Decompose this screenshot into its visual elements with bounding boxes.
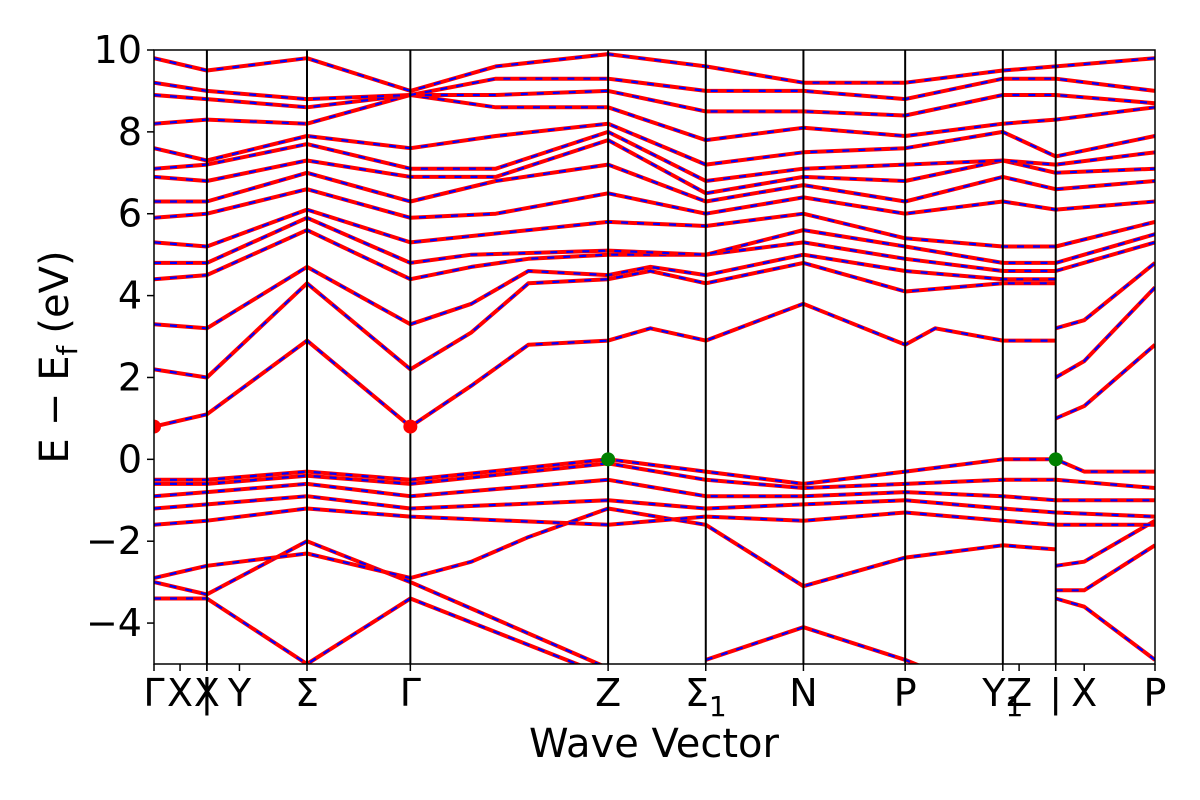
band-5-dash [1055,544,1155,592]
high-symmetry-lines [205,50,1057,664]
band-15-dash [1055,286,1155,379]
plot-frame [153,49,1156,665]
band-edge-markers [154,419,1063,467]
band-7-dash [154,507,1155,526]
band-26-dash [154,93,1155,142]
x-tick-label-10: P [894,671,917,715]
x-tick-label-8: Σ1 [685,671,727,723]
x-tick-label-5: Σ [295,671,319,715]
band-3 [705,625,921,664]
x-axis-title: Wave Vector [529,721,780,767]
y-tick-label-2: 0 [118,437,142,481]
band-2-dash [154,507,1056,588]
y-tick-label-5: 6 [118,192,142,236]
x-tick-label-13: | [1049,671,1062,716]
band-2 [154,506,1056,589]
band-3-dash [705,626,919,664]
y-tick-label-7: 10 [94,28,142,72]
band-17 [1055,261,1155,331]
band-19-dash [154,216,1155,265]
y-axis-title: E − Ef (eV) [32,250,84,463]
band-9-dash [154,478,1155,502]
band-lines [154,52,1155,664]
band-8 [154,494,1155,519]
band-23 [154,138,1155,196]
band-21 [154,187,1155,220]
band-4 [1055,596,1155,662]
band-12-dash [154,302,1056,428]
y-tick-label-6: 8 [118,110,142,154]
x-tick-label-2: X [194,671,220,715]
band-6-dash [1055,519,1155,567]
x-tick-label-15: P [1144,671,1167,715]
band-6 [1055,518,1155,568]
y-tick-label-3: 2 [118,355,142,399]
y-tick-label-4: 4 [118,274,142,318]
marker-vbm-3 [1048,452,1063,467]
band-0-dash [154,597,580,664]
y-tick-label-0: −4 [86,601,142,645]
x-tick-label-3: | [200,671,213,716]
x-tick-label-0: Γ [143,671,164,715]
y-axis: −4 −2 0 2 4 6 8 10 [86,28,154,645]
x-axis: Γ X X| Y Σ Γ Z Σ1 N P Y1Z | X P [143,664,1166,723]
x-tick-label-14: X [1071,671,1097,715]
y-axis-title-subscript: f [51,344,84,355]
marker-cbm-1 [403,419,418,434]
x-tick-label-6: Γ [400,671,421,715]
band-12 [154,301,1056,429]
band-10-dash [154,462,1155,490]
marker-cbm-0 [154,419,161,434]
band-29-dash [154,52,1155,93]
y-axis-title-unit: (eV) [32,250,78,333]
band-20-dash [154,208,1155,248]
band-13 [1054,343,1155,421]
x-tick-label-11: Y1 [981,671,1023,723]
x-tick-label-4: Y [227,671,252,715]
marker-vbm-2 [601,452,616,467]
band-8-dash [154,495,1155,518]
x-tick-label-9: N [789,671,817,715]
y-axis-title-e: E [32,438,78,463]
band-25-dash [154,122,1155,166]
x-tick-label-12: Z [1006,671,1032,715]
band-20 [154,207,1155,249]
band-28 [154,76,1155,102]
band-21-dash [154,188,1155,219]
band-5 [1055,543,1155,593]
y-tick-label-1: −2 [86,519,142,563]
x-tick-label-7: Z [595,671,621,715]
y-axis-title-e2: E [32,355,78,380]
band-1-dash [154,539,602,664]
y-axis-title-minus: − [32,393,78,427]
band-24-dash [154,130,1155,183]
x-tick-label-1: X [167,671,193,715]
band-22-dash [154,163,1155,203]
band-27 [154,88,1155,118]
